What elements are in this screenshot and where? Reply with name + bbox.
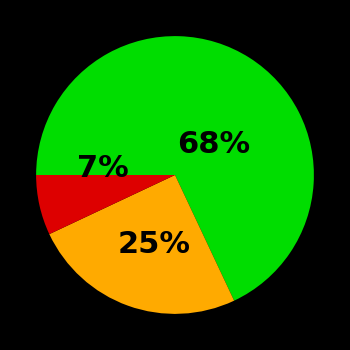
Wedge shape (36, 36, 314, 301)
Text: 7%: 7% (77, 154, 129, 183)
Text: 68%: 68% (177, 130, 251, 159)
Wedge shape (36, 175, 175, 234)
Text: 25%: 25% (118, 230, 191, 259)
Wedge shape (49, 175, 234, 314)
